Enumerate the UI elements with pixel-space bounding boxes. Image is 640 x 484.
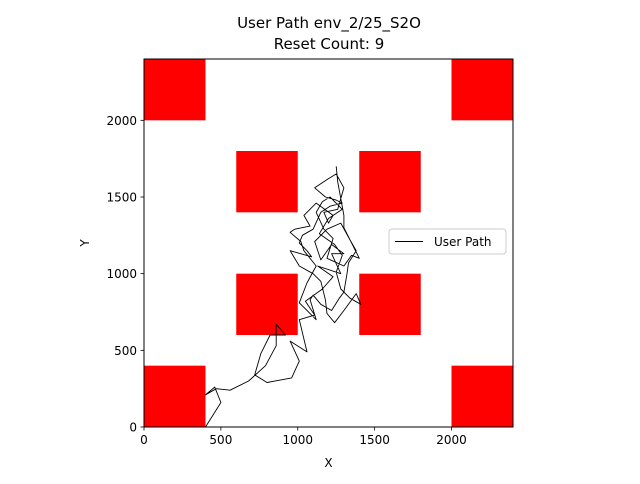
chart-title: User Path env_2/25_S2O xyxy=(237,14,421,33)
path-layer xyxy=(205,166,362,427)
obstacle-6 xyxy=(144,365,206,427)
obstacle-1 xyxy=(451,59,513,121)
y-axis-label: Y xyxy=(78,239,92,248)
obstacle-4 xyxy=(236,273,298,335)
y-axis: 0 500 1000 1500 2000 xyxy=(106,114,144,435)
obstacle-7 xyxy=(451,365,513,427)
x-tick-label: 2000 xyxy=(436,433,467,447)
obstacle-0 xyxy=(144,59,206,121)
obstacle-2 xyxy=(236,151,298,213)
chart-subtitle: Reset Count: 9 xyxy=(274,35,385,53)
y-tick-label: 2000 xyxy=(106,114,137,128)
legend: User Path xyxy=(388,228,507,255)
plot-frame xyxy=(143,58,514,428)
x-tick-label: 0 xyxy=(140,433,148,447)
obstacle-3 xyxy=(359,151,421,213)
y-tick-label: 1500 xyxy=(106,191,137,205)
x-axis-label: X xyxy=(324,456,332,470)
obstacle-layer xyxy=(144,59,513,427)
series-line-0 xyxy=(205,166,362,427)
x-tick-label: 500 xyxy=(209,433,232,447)
y-tick-label: 1000 xyxy=(106,267,137,281)
y-tick-label: 500 xyxy=(114,344,137,358)
legend-entry-user-path: User Path xyxy=(434,235,492,249)
y-tick-label: 0 xyxy=(129,421,137,435)
x-tick-label: 1500 xyxy=(359,433,390,447)
obstacle-5 xyxy=(359,273,421,335)
x-tick-label: 1000 xyxy=(282,433,313,447)
legend-box xyxy=(388,228,507,255)
x-axis: 0 500 1000 1500 2000 xyxy=(140,427,467,447)
